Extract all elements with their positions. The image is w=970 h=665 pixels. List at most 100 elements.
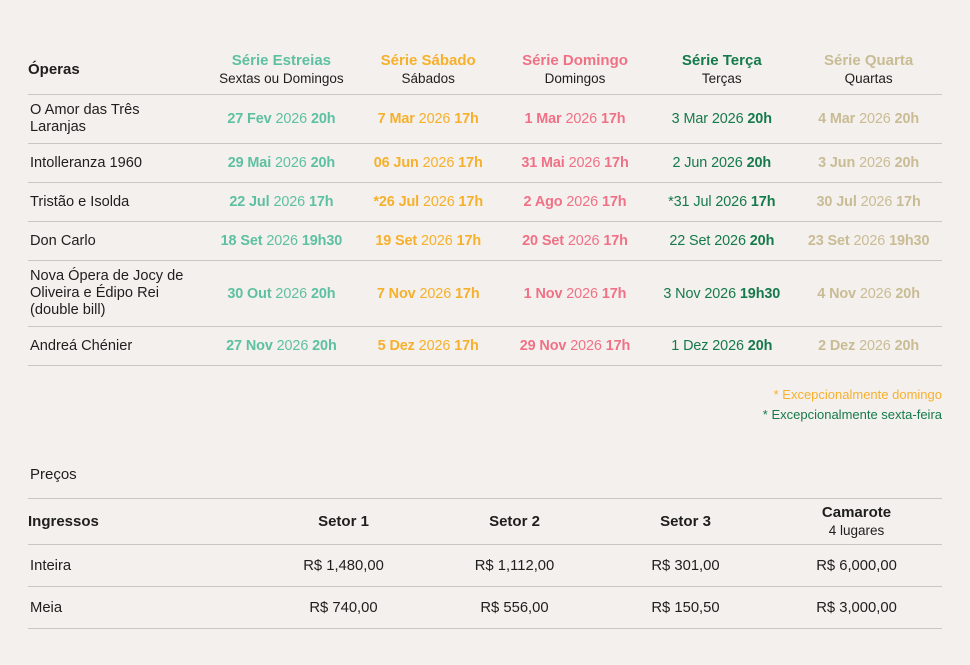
price-value: R$ 301,00 bbox=[651, 557, 720, 574]
date-year: 2026 bbox=[566, 194, 599, 210]
date-time: 17h bbox=[601, 111, 626, 127]
price-column-header: Setor 1 bbox=[258, 513, 429, 530]
prices-title: Preços bbox=[30, 466, 77, 483]
opera-name: Andreá Chénier bbox=[30, 337, 133, 354]
price-value: R$ 1,480,00 bbox=[303, 557, 384, 574]
date-cell: 23 Set 2026 19h30 bbox=[795, 233, 942, 249]
date-day-month: 2 Ago bbox=[523, 194, 563, 210]
footnotes: * Excepcionalmente domingo * Excepcionalm… bbox=[28, 385, 942, 425]
date-cell: 5 Dez 2026 17h bbox=[355, 338, 502, 354]
date-year: 2026 bbox=[275, 285, 308, 302]
date-time: 17h bbox=[456, 233, 482, 249]
date-time: 17h bbox=[458, 155, 483, 171]
price-value: R$ 150,50 bbox=[651, 599, 720, 616]
date-year: 2026 bbox=[859, 111, 891, 127]
price-row-label: Meia bbox=[30, 599, 63, 616]
date-year: 2026 bbox=[419, 285, 452, 302]
date-year: 2026 bbox=[711, 155, 743, 171]
date-time: 17h bbox=[455, 285, 480, 302]
series-header-label: Série Domingo bbox=[522, 52, 628, 69]
date-day-month: 4 Mar bbox=[818, 111, 856, 127]
date-time: 19h30 bbox=[301, 233, 343, 249]
date-time: 20h bbox=[310, 285, 336, 302]
date-year: 2026 bbox=[715, 194, 747, 210]
date-cell: 20 Set 2026 17h bbox=[502, 233, 649, 249]
price-column-label: Camarote bbox=[821, 504, 892, 521]
date-cell: 06 Jun 2026 17h bbox=[355, 155, 502, 171]
date-cell: 27 Fev 2026 20h bbox=[208, 111, 355, 127]
date-year: 2026 bbox=[418, 338, 451, 354]
opera-name: Nova Ópera de Jocy de Oliveira e Édipo R… bbox=[30, 268, 184, 318]
date-day-month: 7 Mar bbox=[377, 111, 415, 127]
date-cell: 3 Jun 2026 20h bbox=[795, 155, 942, 171]
date-cell: 31 Mai 2026 17h bbox=[502, 155, 649, 171]
prices-table: Ingressos Setor 1 Setor 2 Setor 3 Camarote 4… bbox=[28, 498, 942, 629]
date-year: 2026 bbox=[275, 155, 307, 171]
date-time: 20h bbox=[747, 338, 773, 354]
date-time: 20h bbox=[310, 155, 336, 171]
date-day-month: 20 Set bbox=[522, 233, 564, 249]
schedule-corner-header: Óperas bbox=[28, 61, 80, 78]
opera-name: Don Carlo bbox=[30, 232, 96, 249]
price-value: R$ 556,00 bbox=[480, 599, 549, 616]
series-header-sublabel: Quartas bbox=[844, 71, 893, 86]
series-header-sublabel: Terças bbox=[701, 71, 742, 86]
date-day-month: 30 Jul bbox=[816, 194, 857, 210]
series-header-sublabel: Domingos bbox=[544, 71, 606, 86]
date-year: 2026 bbox=[567, 233, 600, 249]
table-row: Intolleranza 1960 29 Mai 2026 20h 06 Jun 2… bbox=[28, 144, 942, 183]
date-day-month: *31 Jul bbox=[668, 194, 712, 210]
date-day-month: 3 Nov bbox=[663, 285, 701, 302]
date-time: 20h bbox=[894, 155, 920, 171]
date-time: 17h bbox=[308, 194, 334, 210]
date-cell: 29 Mai 2026 20h bbox=[208, 155, 355, 171]
date-time: 17h bbox=[454, 338, 479, 354]
date-day-month: 3 Jun bbox=[818, 155, 856, 171]
date-cell: 1 Dez 2026 20h bbox=[648, 338, 795, 354]
opera-name: O Amor das Três Laranjas bbox=[30, 102, 140, 135]
date-time: 19h30 bbox=[739, 285, 781, 302]
date-year: 2026 bbox=[276, 338, 309, 354]
series-header-sublabel: Sábados bbox=[401, 71, 455, 86]
date-day-month: 29 Mai bbox=[227, 155, 272, 171]
date-cell: 22 Jul 2026 17h bbox=[208, 194, 355, 210]
price-value: R$ 6,000,00 bbox=[816, 557, 897, 574]
footnote: * Excepcionalmente sexta-feira bbox=[762, 407, 942, 422]
date-day-month: 31 Mai bbox=[521, 155, 565, 171]
date-time: 20h bbox=[746, 155, 772, 171]
date-cell: 1 Mar 2026 17h bbox=[502, 111, 649, 127]
date-time: 17h bbox=[454, 111, 479, 127]
table-row: Andreá Chénier 27 Nov 2026 20h 5 Dez 2026 … bbox=[28, 327, 942, 366]
date-cell: 3 Mar 2026 20h bbox=[648, 111, 795, 127]
price-value: R$ 1,112,00 bbox=[474, 557, 555, 574]
price-value: R$ 740,00 bbox=[309, 599, 378, 616]
table-row: Inteira R$ 1,480,00 R$ 1,112,00 R$ 301,00 R$… bbox=[28, 545, 942, 587]
date-cell: 19 Set 2026 17h bbox=[355, 233, 502, 249]
date-year: 2026 bbox=[859, 338, 891, 354]
date-year: 2026 bbox=[266, 233, 298, 249]
date-cell: 4 Mar 2026 20h bbox=[795, 111, 942, 127]
table-row: Tristão e Isolda 22 Jul 2026 17h *26 Jul 2… bbox=[28, 183, 942, 222]
date-year: 2026 bbox=[712, 338, 744, 354]
date-year: 2026 bbox=[711, 111, 744, 127]
series-header-label: Série Sábado bbox=[380, 52, 476, 69]
table-row: Don Carlo 18 Set 2026 19h30 19 Set 2026 17… bbox=[28, 222, 942, 261]
series-header: Série Quarta Quartas bbox=[795, 52, 942, 87]
date-cell: 29 Nov 2026 17h bbox=[502, 338, 649, 354]
page: Óperas Série Estreias Sextas ou Domingos S… bbox=[28, 52, 942, 629]
date-cell: 7 Nov 2026 17h bbox=[355, 286, 502, 302]
price-column-header: Camarote 4 lugares bbox=[771, 504, 942, 539]
prices-body: Inteira R$ 1,480,00 R$ 1,112,00 R$ 301,00 R$… bbox=[28, 545, 942, 629]
date-cell: 22 Set 2026 20h bbox=[648, 233, 795, 249]
date-day-month: 1 Nov bbox=[523, 285, 563, 302]
date-time: 17h bbox=[605, 338, 631, 354]
date-day-month: 3 Mar bbox=[671, 111, 708, 127]
date-time: 20h bbox=[894, 111, 920, 127]
date-day-month: 29 Nov bbox=[519, 338, 567, 354]
date-day-month: 7 Nov bbox=[376, 285, 416, 302]
price-column-header: Setor 3 bbox=[600, 513, 771, 530]
opera-name: Tristão e Isolda bbox=[30, 193, 130, 210]
date-time: 20h bbox=[747, 111, 772, 127]
series-header: Série Sábado Sábados bbox=[355, 52, 502, 87]
date-time: 17h bbox=[458, 194, 484, 210]
